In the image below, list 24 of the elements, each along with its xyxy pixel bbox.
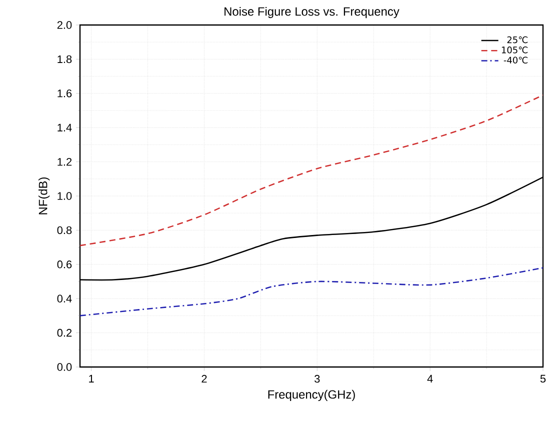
x-tick-label: 5 (540, 374, 546, 383)
y-tick-label: 1.4 (58, 124, 72, 132)
x-tick-label: 4 (427, 374, 433, 382)
line-series (80, 94, 544, 246)
y-tick-label: 1.0 (58, 192, 72, 200)
y-tick-label: 0.6 (57, 260, 72, 268)
y-tick-label: 1.8 (58, 55, 72, 64)
y-tick-label: 1.2 (58, 158, 72, 166)
chart-title: Noise Figure Loss vs. Frequency (224, 6, 400, 18)
y-tick-label: 0.4 (57, 294, 72, 302)
y-tick-label: 0.8 (57, 226, 72, 234)
x-axis-title: Frequency(GHz) (268, 390, 355, 402)
x-tick-label: 2 (202, 374, 207, 383)
y-tick-label: 0.0 (57, 363, 72, 371)
y-tick-label: 2.0 (57, 21, 72, 29)
legend-label: 25℃ (507, 36, 528, 44)
x-tick-label: 3 (314, 374, 320, 383)
line-series (80, 267, 544, 316)
y-tick-label: 1.6 (58, 90, 72, 98)
legend-label: -40℃ (504, 56, 528, 64)
x-tick-label: 1 (89, 374, 94, 382)
y-axis-title: NF(dB) (38, 177, 50, 214)
y-tick-label: 0.2 (57, 328, 72, 337)
legend-label: 105℃ (502, 46, 528, 54)
